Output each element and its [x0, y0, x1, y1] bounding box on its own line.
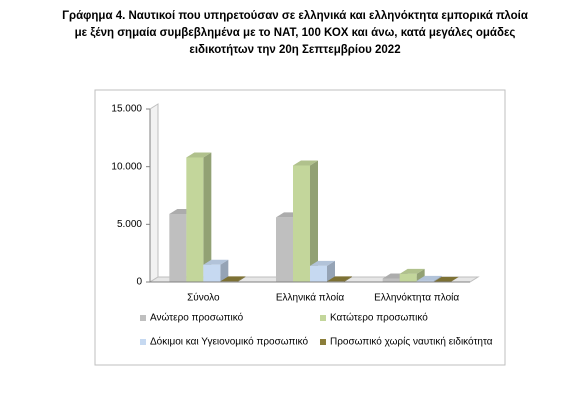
bar-top [416, 275, 442, 281]
bar-side [433, 275, 442, 282]
bar-top [327, 276, 352, 282]
bar-side [416, 268, 425, 282]
x-tick-label: Ελληνόκτητα πλοία [374, 292, 459, 304]
bar-top [293, 160, 318, 166]
y-tick-label: 15.000 [111, 104, 142, 115]
x-tick-label: Σύνολο [187, 292, 220, 304]
legend-label: Προσωπικό χωρίς ναυτική ειδικότητα [330, 336, 493, 348]
bar-side [344, 276, 352, 282]
wall [149, 103, 159, 283]
bar [203, 264, 221, 282]
bar-side [327, 260, 335, 282]
x-tick-label: Ελληνικά πλοία [276, 292, 344, 304]
bar-top [203, 259, 229, 265]
bar [399, 273, 417, 282]
bar [293, 165, 310, 282]
bar [416, 280, 434, 282]
bar-side [450, 276, 459, 282]
legend-label: Δόκιμοι και Υγειονομικό προσωπικό [150, 336, 308, 348]
bar [186, 157, 204, 282]
bar-top [220, 276, 246, 282]
bar-side [220, 259, 229, 282]
bar-top [399, 268, 425, 274]
legend-label: Ανώτερο προσωπικό [150, 312, 244, 324]
bar-top [186, 152, 212, 158]
legend-swatch [140, 315, 146, 321]
bar-side [203, 152, 212, 282]
bar-top [310, 260, 335, 266]
bar [382, 278, 400, 282]
legend-swatch [140, 339, 146, 345]
legend-label: Κατώτερο προσωπικό [330, 312, 428, 324]
y-tick-label: 0 [136, 277, 142, 288]
bar [169, 213, 187, 282]
y-tick-label: 10.000 [111, 161, 142, 172]
bar-top [433, 276, 459, 282]
bar [276, 217, 293, 282]
bar-side [237, 276, 246, 282]
y-tick-label: 5.000 [117, 219, 142, 230]
legend-swatch [320, 315, 326, 321]
legend-swatch [320, 339, 326, 345]
chart-title: Γράφημα 4. Ναυτικοί που υπηρετούσαν σε ε… [62, 10, 528, 56]
bar-side [310, 160, 318, 282]
bar [310, 265, 327, 282]
